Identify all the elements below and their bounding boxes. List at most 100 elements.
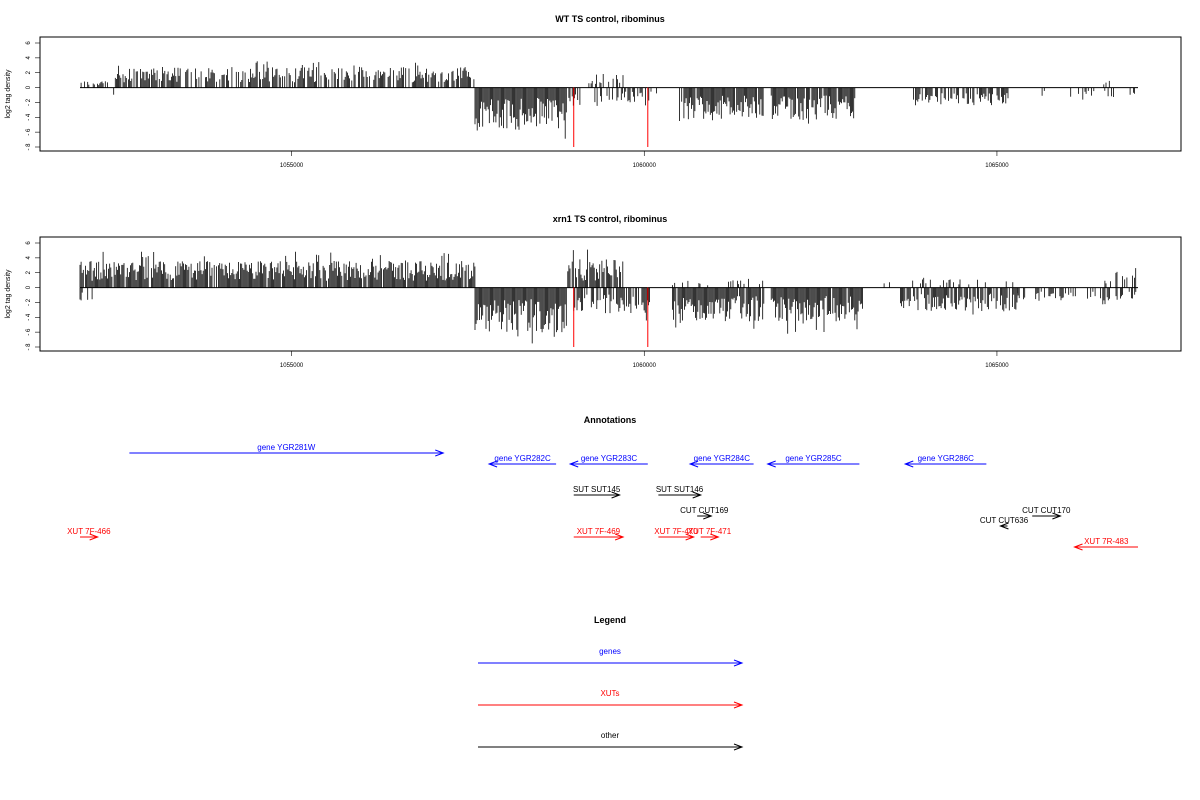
arrowhead <box>614 533 625 541</box>
feature-label: gene YGR282C <box>494 454 551 463</box>
annotation-feature: gene YGR283C <box>568 454 648 468</box>
feature-label: gene YGR285C <box>785 454 842 463</box>
panel-title: WT TS control, ribominus <box>555 14 665 24</box>
x-tick-label: 1060000 <box>633 163 657 169</box>
y-tick-label: - 4 <box>26 113 32 121</box>
legend-label: XUTs <box>600 689 619 698</box>
arrowhead <box>688 460 699 468</box>
x-tick-label: 1065000 <box>985 363 1009 369</box>
x-tick-label: 1065000 <box>985 163 1009 169</box>
annotation-feature: XUT 7F-469 <box>573 527 625 541</box>
arrowhead <box>710 533 720 541</box>
feature-label: CUT CUT170 <box>1022 506 1071 515</box>
y-tick-label: - 2 <box>26 298 32 306</box>
arrowhead <box>487 460 498 468</box>
panel-wt: WT TS control, ribominus log2 tag densit… <box>5 14 1182 169</box>
y-tick-label: 6 <box>26 41 32 45</box>
plot-frame <box>39 236 1182 352</box>
annotation-feature: gene YGR284C <box>688 454 754 468</box>
y-tick-label: 0 <box>26 285 32 289</box>
annotation-feature: CUT CUT169 <box>680 506 729 520</box>
y-tick-label: 2 <box>26 270 32 274</box>
arrowhead <box>766 460 776 468</box>
marker-lines <box>573 287 649 347</box>
annotation-feature: gene YGR281W <box>129 443 445 457</box>
feature-label: gene YGR284C <box>694 454 751 463</box>
feature-label: gene YGR281W <box>257 443 316 452</box>
legend-label: other <box>601 731 620 740</box>
x-tick-label: 1055000 <box>280 363 304 369</box>
feature-label: gene YGR283C <box>581 454 638 463</box>
annotations-title: Annotations <box>584 415 637 425</box>
y-tick-label: - 6 <box>26 128 32 136</box>
arrowhead <box>435 449 445 457</box>
feature-label: CUT CUT169 <box>680 506 729 515</box>
arrowhead <box>999 522 1009 530</box>
y-tick-label: 0 <box>26 85 32 89</box>
annotation-feature: XUT 7F-470 <box>654 527 698 541</box>
axis-ticks: 6 4 2 0 - 2 - 4 - 6 - 8 1055000 1060000 1065000 <box>26 41 1009 169</box>
x-tick-label: 1060000 <box>633 363 657 369</box>
axis-ticks: 6 4 2 0 - 2 - 4 - 6 - 8 1055000 1060000 1065000 <box>26 241 1009 369</box>
feature-label: SUT SUT146 <box>656 485 704 494</box>
legend-entry: genes <box>478 647 744 667</box>
feature-label: CUT CUT636 <box>980 516 1029 525</box>
annotation-feature: gene YGR286C <box>903 454 987 468</box>
arrowhead <box>733 659 744 667</box>
bars <box>80 61 1138 139</box>
bars <box>79 249 1138 344</box>
y-tick-label: 2 <box>26 70 32 74</box>
annotation-feature: XUT 7R-483 <box>1073 537 1138 551</box>
feature-label: gene YGR286C <box>918 454 975 463</box>
feature-label: XUT 7F-471 <box>688 527 732 536</box>
marker-lines <box>573 87 649 147</box>
arrowhead <box>733 743 744 751</box>
arrowhead <box>89 533 100 541</box>
arrowhead <box>1052 512 1062 520</box>
feature-label: XUT 7F-470 <box>654 527 698 536</box>
annotation-feature: SUT SUT146 <box>656 485 704 499</box>
annotation-feature: gene YGR285C <box>766 454 860 468</box>
annotation-feature: CUT CUT170 <box>1022 506 1071 520</box>
y-tick-label: - 6 <box>26 328 32 336</box>
annotation-feature: CUT CUT636 <box>980 516 1029 530</box>
arrowhead <box>685 533 696 541</box>
y-tick-label: 4 <box>26 56 32 60</box>
legend-label: genes <box>599 647 621 656</box>
y-axis-label: log2 tag density <box>5 269 12 319</box>
legend-entry: XUTs <box>478 689 744 709</box>
arrowhead <box>611 491 622 499</box>
feature-label: XUT 7F-469 <box>577 527 621 536</box>
y-tick-label: - 2 <box>26 98 32 106</box>
annotation-feature: SUT SUT145 <box>573 485 622 499</box>
panel-title: xrn1 TS control, ribominus <box>553 214 668 224</box>
legend-items: genes XUTs other <box>478 647 744 751</box>
y-tick-label: - 8 <box>26 343 32 351</box>
feature-label: XUT 7F-466 <box>67 527 111 536</box>
annotation-feature: gene YGR282C <box>487 454 557 468</box>
arrowhead <box>692 491 703 499</box>
arrowhead <box>1073 543 1083 551</box>
y-tick-label: - 4 <box>26 313 32 321</box>
plot-frame <box>39 36 1182 152</box>
x-tick-label: 1055000 <box>280 163 304 169</box>
feature-label: XUT 7R-483 <box>1084 537 1129 546</box>
arrowhead <box>568 460 579 468</box>
legend-entry: other <box>478 731 744 751</box>
legend-title: Legend <box>594 615 626 625</box>
annotation-items: gene YGR281W gene YGR282C gene YGR283C gene… <box>67 443 1138 551</box>
y-tick-label: 6 <box>26 241 32 245</box>
annotation-feature: XUT 7F-471 <box>688 527 732 541</box>
arrowhead <box>903 460 914 468</box>
panel-xrn1: xrn1 TS control, ribominus log2 tag dens… <box>5 214 1182 369</box>
y-tick-label: 4 <box>26 256 32 260</box>
feature-label: SUT SUT145 <box>573 485 621 494</box>
arrowhead <box>703 512 713 520</box>
y-axis-label: log2 tag density <box>5 69 12 119</box>
annotation-feature: XUT 7F-466 <box>67 527 111 541</box>
legend-panel: Legend genes XUTs other <box>478 615 744 751</box>
arrowhead <box>733 701 744 709</box>
y-tick-label: - 8 <box>26 143 32 151</box>
